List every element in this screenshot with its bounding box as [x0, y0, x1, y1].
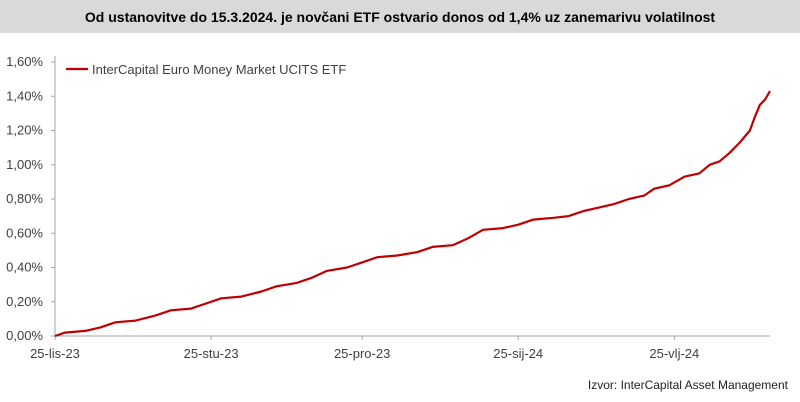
y-tick-label: 1,20%	[6, 123, 43, 138]
y-tick-label: 1,00%	[6, 157, 43, 172]
y-tick-label: 0,40%	[6, 260, 43, 275]
chart-title: Od ustanovitve do 15.3.2024. je novčani …	[84, 8, 716, 25]
series-line	[54, 90, 771, 338]
y-tick-label: 1,60%	[6, 54, 43, 69]
chart-title-bar: Od ustanovitve do 15.3.2024. je novčani …	[0, 0, 800, 33]
x-tick-label: 25-lis-23	[30, 346, 80, 361]
x-tick-label: 25-vlj-24	[649, 346, 699, 361]
y-tick-label: 1,40%	[6, 88, 43, 103]
y-tick-label: 0,00%	[6, 328, 43, 343]
x-tick-label: 25-sij-24	[493, 346, 543, 361]
x-tick-label: 25-pro-23	[334, 346, 390, 361]
y-tick-label: 0,80%	[6, 191, 43, 206]
legend-label: InterCapital Euro Money Market UCITS ETF	[92, 62, 346, 77]
source-note: Izvor: InterCapital Asset Management	[587, 378, 788, 392]
y-tick-label: 0,20%	[6, 294, 43, 309]
y-tick-label: 0,60%	[6, 225, 43, 240]
x-tick-label: 25-stu-23	[184, 346, 239, 361]
